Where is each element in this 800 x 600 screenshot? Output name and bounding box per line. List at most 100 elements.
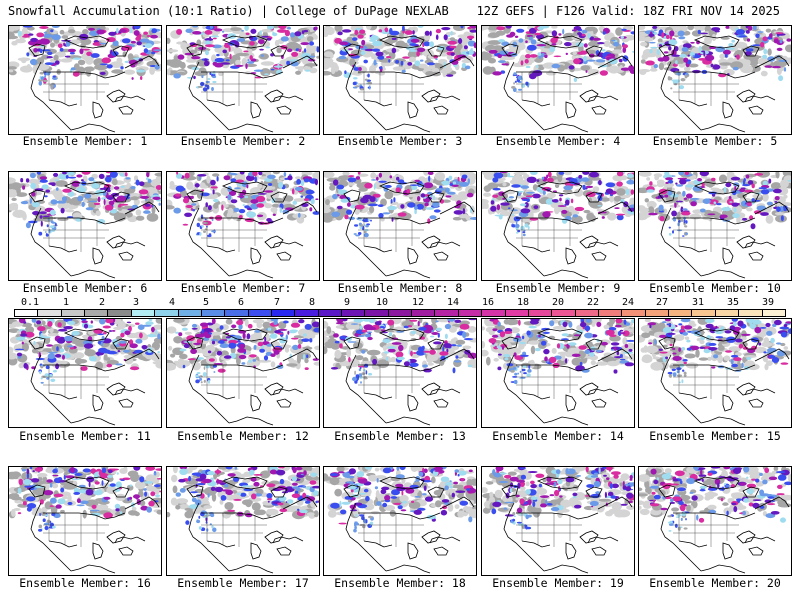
us-canada-border — [358, 512, 441, 520]
coastline — [30, 502, 72, 572]
snowfall-map — [167, 319, 319, 426]
colorbar-swatch — [108, 310, 132, 316]
coastline — [250, 542, 262, 560]
coastline — [693, 181, 740, 195]
coastline — [112, 45, 130, 57]
us-canada-border — [516, 217, 599, 225]
state-boundaries — [201, 72, 267, 106]
coastline — [385, 564, 431, 574]
ensemble-member-panel — [481, 318, 635, 428]
ensemble-member-label: Ensemble Member: 12 — [177, 429, 309, 443]
us-canada-border — [358, 217, 441, 225]
colorbar-swatch — [365, 310, 389, 316]
coastline — [345, 502, 387, 572]
coastline — [742, 191, 760, 203]
coastline — [264, 530, 284, 544]
colorbar-tick: 27 — [655, 297, 669, 308]
colorbar-swatch — [61, 310, 86, 316]
colorbar-tick: 12 — [411, 297, 425, 308]
colorbar-swatch — [598, 310, 623, 316]
us-mexico-border — [521, 540, 551, 548]
us-mexico-border — [363, 245, 393, 253]
coastline — [722, 542, 734, 560]
coastline — [250, 394, 262, 412]
coastline — [736, 235, 756, 249]
coastline — [693, 476, 740, 490]
snowfall-field — [9, 172, 161, 237]
colorbar-tick: 1 — [62, 297, 70, 308]
coastline — [591, 546, 607, 556]
coastline — [439, 348, 475, 362]
coastline — [106, 235, 126, 249]
coastline — [658, 189, 676, 203]
ensemble-member-panel — [481, 171, 635, 281]
coastline — [70, 123, 116, 133]
us-mexico-border — [206, 245, 236, 253]
us-canada-border — [673, 217, 756, 225]
us-mexico-border — [363, 540, 393, 548]
ensemble-member-panel — [323, 171, 477, 281]
state-boundaries — [673, 72, 739, 106]
coastline — [748, 546, 764, 556]
coastline — [28, 336, 46, 350]
ensemble-member-label: Ensemble Member: 16 — [19, 576, 151, 590]
snowfall-map — [9, 319, 161, 426]
coastline — [565, 394, 577, 412]
coastline — [587, 388, 619, 396]
us-canada-border — [516, 364, 599, 372]
coastline — [30, 61, 72, 131]
coastline — [579, 530, 599, 544]
coastline — [744, 536, 776, 544]
snowfall-field — [324, 319, 476, 384]
state-boundaries — [201, 365, 267, 399]
us-canada-border — [201, 71, 284, 79]
state-boundaries — [516, 218, 582, 252]
coastline — [188, 354, 230, 424]
state-boundaries — [201, 513, 267, 547]
state-boundaries — [358, 218, 424, 252]
snowfall-map — [639, 467, 791, 574]
coastline — [228, 123, 274, 133]
coastline — [658, 43, 676, 57]
coastline — [700, 269, 746, 279]
snowfall-map — [9, 467, 161, 574]
coastline — [748, 398, 764, 408]
snowfall-field — [482, 319, 634, 385]
state-boundaries — [43, 72, 109, 106]
coastline — [748, 105, 764, 115]
ensemble-member-panel — [8, 171, 162, 281]
ensemble-member-panel — [323, 466, 477, 576]
colorbar-swatch — [201, 310, 226, 316]
coastline — [63, 181, 110, 195]
snowfall-map — [324, 26, 476, 133]
ensemble-member-panel — [638, 318, 792, 428]
ensemble-member-label: Ensemble Member: 20 — [649, 576, 781, 590]
coastline — [28, 43, 46, 57]
coastline — [744, 95, 776, 103]
coastline — [660, 502, 702, 572]
colorbar-swatch — [131, 310, 156, 316]
coastline — [282, 496, 318, 510]
us-mexico-border — [48, 540, 78, 548]
snowfall-field — [167, 172, 319, 238]
coastline — [742, 338, 760, 350]
colorbar-tick: 20 — [551, 297, 565, 308]
coastline — [118, 251, 134, 261]
coastline — [124, 348, 160, 362]
coastline — [228, 416, 274, 426]
coastline — [63, 328, 110, 342]
ensemble-member-label: Ensemble Member: 11 — [19, 429, 151, 443]
colorbar-swatch — [38, 310, 62, 316]
colorbar-swatch — [155, 310, 179, 316]
coastline — [186, 43, 204, 57]
coastline — [250, 101, 262, 119]
snowfall-colorbar — [14, 309, 786, 317]
coastline — [439, 55, 475, 69]
snowfall-field — [639, 26, 791, 90]
coastline — [543, 123, 589, 133]
colorbar-swatch — [225, 310, 249, 316]
coastline — [407, 247, 419, 265]
coastline — [658, 336, 676, 350]
coastline — [587, 95, 619, 103]
snowfall-field — [167, 319, 319, 384]
